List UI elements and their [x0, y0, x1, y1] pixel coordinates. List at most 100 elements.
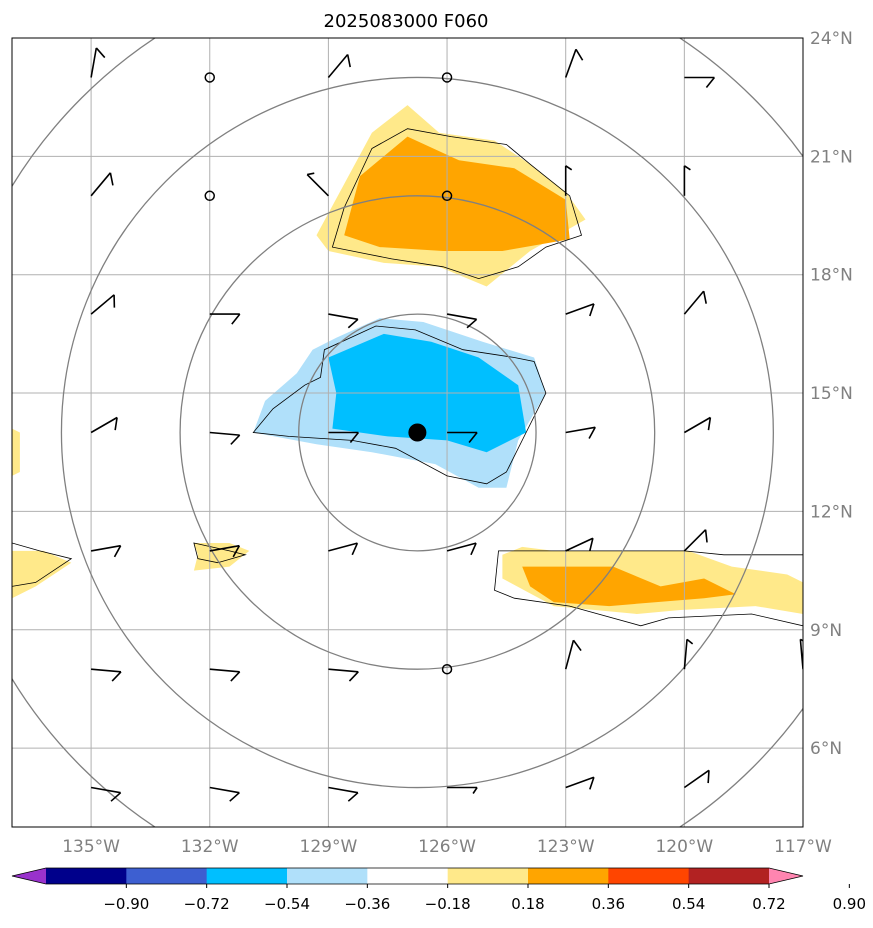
longitude-label: 129°W	[300, 837, 358, 857]
colorbar-segment	[367, 868, 449, 884]
wind-barb-calm	[441, 72, 453, 83]
wind-barb	[446, 542, 477, 556]
colorbar-segment	[447, 868, 529, 884]
colorbar-segment	[287, 868, 368, 884]
wind-barb	[209, 668, 241, 682]
positive-anomaly-region	[522, 566, 736, 607]
contour-line	[331, 128, 582, 280]
wind-barb	[446, 313, 478, 329]
wind-barb	[209, 786, 240, 802]
colorbar-segment	[608, 868, 690, 884]
wind-barb	[684, 416, 712, 434]
colorbar-tick-label: 0.36	[592, 895, 625, 913]
colorbar-tick-label: 0.54	[672, 895, 705, 913]
colorbar-extend-max	[769, 868, 803, 884]
contour-line	[193, 542, 247, 564]
wind-barb	[684, 76, 716, 88]
wind-barb-calm	[204, 72, 215, 83]
wind-barb	[90, 416, 118, 434]
latitude-label: 24°N	[810, 29, 853, 49]
colorbar-segment	[126, 868, 208, 884]
longitude-label: 132°W	[181, 837, 239, 857]
colorbar-outline	[11, 867, 804, 885]
wind-barb	[802, 529, 803, 552]
wind-barb	[328, 542, 359, 556]
contour-line	[494, 550, 803, 627]
wind-barb	[447, 431, 478, 443]
wind-barb	[683, 290, 707, 315]
wind-barb	[565, 303, 595, 317]
longitude-label: 120°W	[655, 837, 713, 857]
wind-barb	[564, 639, 582, 670]
wind-barb	[327, 54, 351, 79]
colorbar-tick-label: 0.90	[833, 895, 866, 913]
longitude-labels: 135°W 132°W 129°W 126°W 123°W 120°W 117°W	[62, 837, 832, 857]
positive-anomaly-region	[12, 428, 20, 476]
wind-barb	[683, 529, 708, 552]
colorbar-tick-label: −0.18	[425, 895, 471, 913]
colorbar-tick-label: −0.36	[344, 895, 390, 913]
wind-barb	[90, 544, 122, 558]
latitude-label: 15°N	[810, 384, 853, 404]
colorbar-segment	[688, 868, 770, 884]
range-ring	[298, 313, 537, 552]
latitude-label: 9°N	[810, 621, 842, 641]
storm-center	[408, 423, 427, 442]
latitude-label: 12°N	[810, 502, 853, 522]
wind-barb	[209, 544, 241, 558]
wind-barb	[90, 47, 106, 78]
longitude-label: 126°W	[418, 837, 476, 857]
wind-barb	[683, 638, 694, 670]
wind-barb	[90, 172, 114, 197]
colorbar-tick-label: 0.72	[752, 895, 785, 913]
contour-line	[12, 542, 73, 587]
wind-barb	[802, 414, 803, 434]
chart-title: 2025083000 F060	[324, 11, 489, 32]
wind-barb	[564, 165, 573, 196]
latitude-label: 6°N	[810, 739, 842, 759]
wind-barb	[683, 769, 710, 789]
latitude-label: 21°N	[810, 147, 853, 167]
wind-barb	[683, 165, 691, 196]
wind-barb	[90, 786, 122, 802]
wind-barb	[799, 638, 803, 670]
wind-barb	[565, 537, 594, 552]
range-ring	[60, 76, 774, 789]
wind-barb	[802, 764, 803, 789]
wind-barb	[90, 294, 116, 315]
wind-barb	[328, 668, 359, 682]
latitude-labels: 24°N 21°N 18°N 15°N 12°N 9°N 6°N	[810, 29, 853, 759]
wind-barb	[306, 172, 329, 197]
map-frame	[11, 37, 804, 828]
wind-barb	[802, 174, 803, 197]
colorbar-segment	[46, 868, 127, 884]
colorbar-segment	[206, 868, 288, 884]
wind-barb	[328, 313, 359, 329]
positive-anomaly-region	[344, 136, 570, 251]
longitude-label: 123°W	[537, 837, 595, 857]
colorbar-segment	[528, 868, 609, 884]
longitude-label: 117°W	[774, 837, 832, 857]
wind-barb	[564, 48, 584, 78]
wind-barb	[328, 786, 359, 802]
positive-anomaly-region	[12, 550, 72, 599]
wind-barb	[209, 313, 241, 325]
wind-barb-calm	[441, 190, 453, 202]
wind-barb-calm	[441, 663, 453, 675]
wind-barb	[91, 668, 122, 682]
wind-barb	[328, 431, 360, 443]
wind-barb	[447, 786, 478, 794]
range-ring	[179, 195, 656, 670]
colorbar-tick-label: −0.90	[103, 895, 149, 913]
wind-barb	[802, 290, 803, 315]
colorbar-tick-label: −0.72	[184, 895, 230, 913]
wind-barb	[209, 431, 241, 445]
wind-barb	[565, 776, 595, 790]
colorbar-tick-label: 0.18	[511, 895, 544, 913]
map-plot-area	[12, 38, 833, 827]
latitude-label: 18°N	[810, 266, 853, 286]
contour-line	[252, 325, 547, 485]
wind-barb	[803, 78, 833, 84]
colorbar-extend-min	[12, 868, 46, 884]
